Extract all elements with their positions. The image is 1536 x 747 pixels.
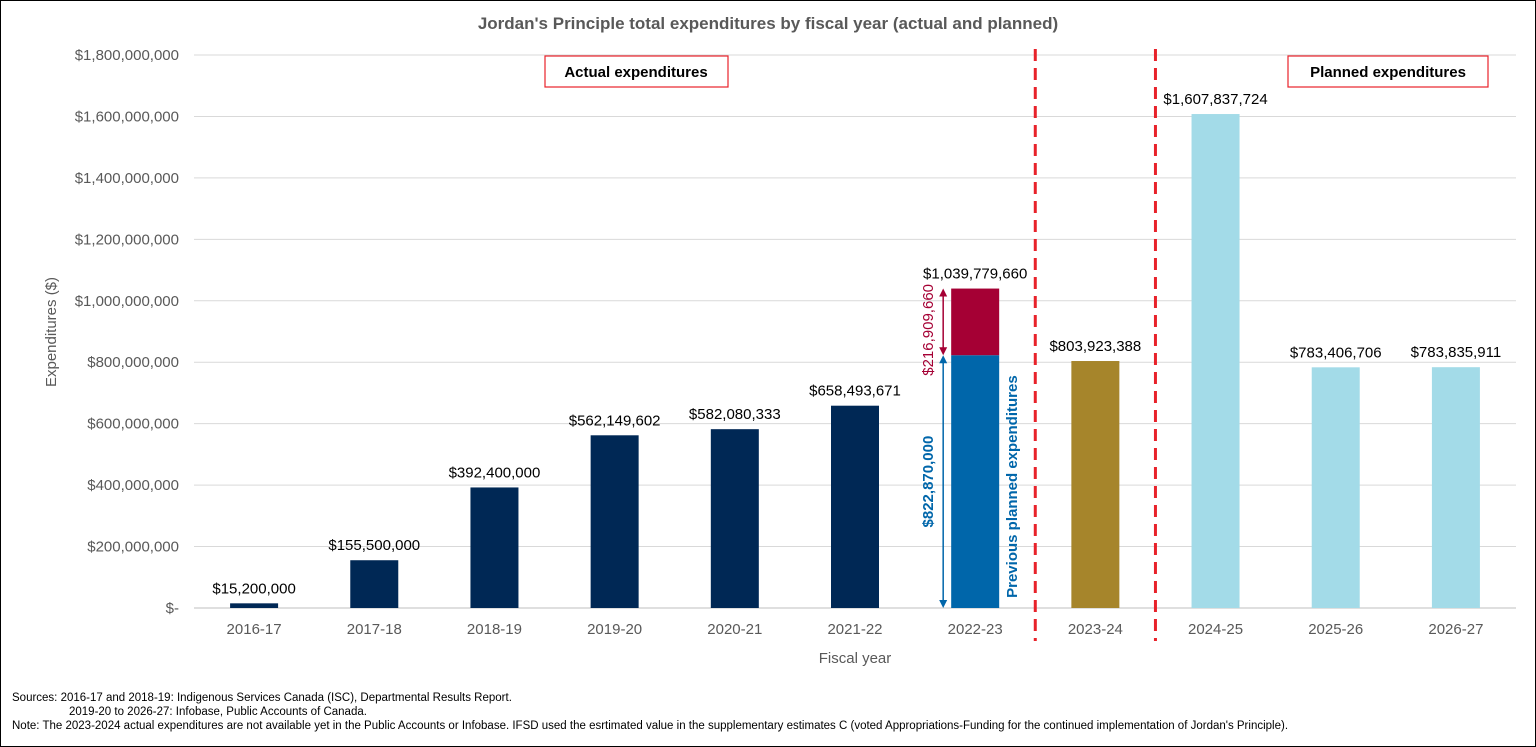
bar (1311, 367, 1360, 608)
bar (470, 487, 519, 608)
bar (710, 429, 759, 608)
sources-line-2: 2019-20 to 2026-27: Infobase, Public Acc… (69, 706, 367, 718)
y-tick-label: $1,600,000,000 (75, 108, 179, 125)
x-tick-label: 2023-24 (1068, 621, 1123, 638)
arrow-head (939, 600, 948, 608)
data-label: $15,200,000 (212, 580, 295, 597)
arrow-head (939, 288, 948, 297)
y-tick-label: $1,000,000,000 (75, 293, 179, 310)
y-tick-label: $1,800,000,000 (75, 47, 179, 64)
x-tick-label: 2017-18 (347, 621, 402, 638)
chart-title: Jordan's Principle total expenditures by… (478, 14, 1058, 33)
y-tick-label: $600,000,000 (87, 416, 179, 433)
data-label: $783,406,706 (1290, 344, 1382, 361)
y-tick-label: $800,000,000 (87, 354, 179, 371)
data-label: $582,080,333 (689, 406, 781, 423)
data-label: $803,923,388 (1049, 338, 1141, 355)
x-tick-label: 2019-20 (587, 621, 642, 638)
sources-line-1: Sources: 2016-17 and 2018-19: Indigenous… (12, 692, 512, 704)
bar (1071, 361, 1120, 608)
y-axis-ticks: $- $200,000,000 $400,000,000 $600,000,000 $8… (75, 47, 179, 617)
data-label: $1,607,837,724 (1163, 91, 1267, 108)
x-tick-label: 2021-22 (827, 621, 882, 638)
bar-segment (951, 355, 1000, 608)
y-axis-label: Expenditures ($) (43, 277, 60, 387)
data-label: $562,149,602 (569, 412, 661, 429)
bar (230, 603, 279, 608)
bar (590, 435, 639, 608)
x-tick-label: 2018-19 (467, 621, 522, 638)
x-axis-label: Fiscal year (819, 650, 892, 667)
bar (831, 405, 879, 608)
data-label: $658,493,671 (809, 383, 901, 400)
arrow-head (939, 355, 948, 364)
x-tick-label: 2016-17 (227, 621, 282, 638)
y-tick-label: $1,200,000,000 (75, 231, 179, 248)
arrow-head (939, 347, 948, 356)
note-line: Note: The 2023-2024 actual expenditures … (12, 720, 1289, 732)
x-axis-ticks: 2016-17 2017-18 2018-19 2019-20 2020-21 2021-… (227, 621, 1484, 638)
x-tick-label: 2026-27 (1428, 621, 1483, 638)
gridlines (194, 54, 1516, 609)
x-tick-label: 2024-25 (1188, 621, 1243, 638)
data-label: $1,039,779,660 (923, 266, 1027, 283)
annotations: $15,200,000 $155,500,000 $392,400,000 $562,… (212, 49, 1501, 641)
y-tick-label: $- (166, 600, 179, 617)
bar (1431, 367, 1480, 608)
planned-expenditures-box (1287, 55, 1489, 88)
data-label: $155,500,000 (328, 537, 420, 554)
actual-expenditures-box (544, 55, 729, 88)
y-tick-label: $200,000,000 (87, 539, 179, 556)
bar (350, 560, 399, 608)
bar (1191, 114, 1240, 608)
x-tick-label: 2020-21 (707, 621, 762, 638)
chart-notes: Sources: 2016-17 and 2018-19: Indigenous… (12, 691, 1288, 733)
y-tick-label: $400,000,000 (87, 477, 179, 494)
bars (230, 114, 1480, 608)
segment-value-label: $822,870,000 (920, 436, 937, 528)
data-label: $783,835,911 (1411, 344, 1502, 361)
x-tick-label: 2025-26 (1308, 621, 1363, 638)
segment-value-label: $216,909,660 (920, 284, 937, 376)
x-tick-label: 2022-23 (948, 621, 1003, 638)
previous-planned-label: Previous planned expenditures (1004, 375, 1021, 598)
bar-segment (951, 288, 1000, 356)
data-label: $392,400,000 (449, 464, 541, 481)
planned-expenditures-label: Planned expenditures (1310, 64, 1466, 81)
y-tick-label: $1,400,000,000 (75, 170, 179, 187)
actual-expenditures-label: Actual expenditures (564, 64, 707, 81)
